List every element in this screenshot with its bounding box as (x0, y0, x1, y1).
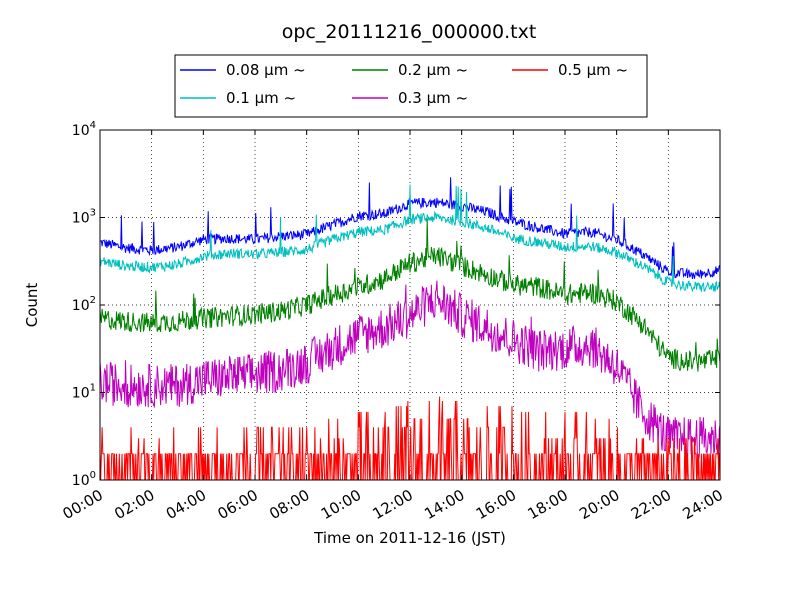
y-tick-base: 10 (72, 123, 90, 139)
legend: 0.08 μm ~ 0.1 μm ~ 0.2 μm ~ 0.3 μm ~ 0.5 μm … (174, 54, 648, 118)
x-tick-label: 18:00 (525, 486, 571, 523)
y-tick-base: 10 (72, 298, 90, 314)
y-tick-label: 102 (72, 295, 96, 314)
y-tick-base: 10 (72, 386, 90, 402)
x-tick-label: 10:00 (318, 486, 364, 523)
x-tick-label: 20:00 (576, 486, 622, 523)
y-tick-label: 100 (72, 470, 96, 489)
legend-frame (174, 54, 648, 118)
y-tick-label: 101 (72, 383, 96, 402)
y-tick-base: 10 (72, 473, 90, 489)
series-line (99, 218, 721, 372)
legend-label: 0.3 μm ~ (398, 89, 468, 107)
y-tick-exponent: 1 (90, 383, 96, 394)
y-tick-label: 104 (72, 120, 96, 139)
grid (100, 130, 720, 480)
y-axis-label: Count (23, 283, 41, 328)
x-tick-label: 14:00 (421, 486, 467, 523)
y-tick-exponent: 0 (90, 470, 96, 481)
legend-label: 0.2 μm ~ (398, 61, 468, 79)
x-tick-label: 24:00 (680, 486, 726, 523)
x-tick-label: 12:00 (370, 486, 416, 523)
series-line (99, 396, 720, 481)
series-line (99, 280, 721, 461)
x-axis-label: Time on 2011-12-16 (JST) (313, 529, 506, 547)
x-tick-label: 02:00 (111, 486, 157, 523)
legend-label: 0.1 μm ~ (226, 89, 296, 107)
x-tick-label: 04:00 (163, 486, 209, 523)
y-tick-exponent: 4 (90, 120, 96, 131)
y-tick-label: 103 (72, 208, 96, 227)
y-tick-exponent: 3 (90, 208, 96, 219)
chart-title: opc_20111216_000000.txt (282, 21, 537, 43)
x-tick-label: 06:00 (215, 486, 261, 523)
legend-label: 0.5 μm ~ (558, 61, 628, 79)
y-tick-base: 10 (72, 211, 90, 227)
x-tick-label: 08:00 (266, 486, 312, 523)
legend-label: 0.08 μm ~ (226, 61, 306, 79)
y-tick-exponent: 2 (90, 295, 96, 306)
x-tick-label: 22:00 (628, 486, 674, 523)
series-line (99, 184, 721, 293)
x-tick-label: 00:00 (60, 486, 106, 523)
x-tick-label: 16:00 (473, 486, 519, 523)
